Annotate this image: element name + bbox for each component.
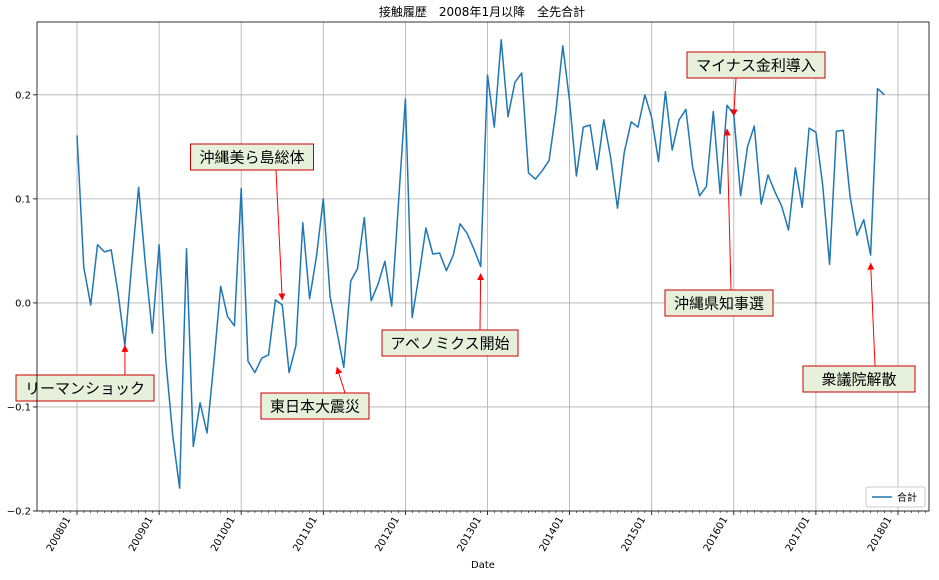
x-tick-label: 200901 <box>127 515 156 554</box>
x-tick-label: 200801 <box>45 515 74 554</box>
plot-background <box>37 22 929 511</box>
annotation-label: 東日本大震災 <box>270 398 360 416</box>
y-tick-label: 0.0 <box>15 298 31 309</box>
y-tick-label: −0.1 <box>7 402 31 413</box>
x-tick-label: 201101 <box>291 515 320 554</box>
x-tick-label: 201601 <box>702 515 731 554</box>
annotation-label: リーマンショック <box>25 380 145 398</box>
annotation-label: 沖縄美ら島総体 <box>199 149 304 167</box>
chart-title: 接触履歴 2008年1月以降 全先合計 <box>379 4 585 19</box>
plot-area <box>37 22 929 511</box>
x-tick-label: 201301 <box>455 515 484 554</box>
legend: 合計 <box>866 487 925 507</box>
legend-label: 合計 <box>897 491 917 504</box>
y-tick-label: 0.2 <box>15 90 31 101</box>
y-tick-label: 0.1 <box>15 194 31 205</box>
x-tick-label: 201401 <box>538 515 567 554</box>
y-tick-label: −0.2 <box>7 507 31 518</box>
x-tick-label: 201001 <box>209 515 238 554</box>
annotation-label: マイナス金利導入 <box>696 57 816 75</box>
x-tick-label: 201701 <box>784 515 813 554</box>
annotation-label: 衆議院解散 <box>821 371 896 389</box>
annotation-label: アベノミクス開始 <box>390 335 509 353</box>
x-tick-label: 201501 <box>620 515 649 554</box>
annotation-label: 沖縄県知事選 <box>674 295 764 313</box>
x-axis-label: Date <box>471 560 495 571</box>
annotation-arrow <box>480 274 481 330</box>
x-tick-label: 201801 <box>866 515 895 554</box>
x-tick-label: 201201 <box>373 515 402 554</box>
